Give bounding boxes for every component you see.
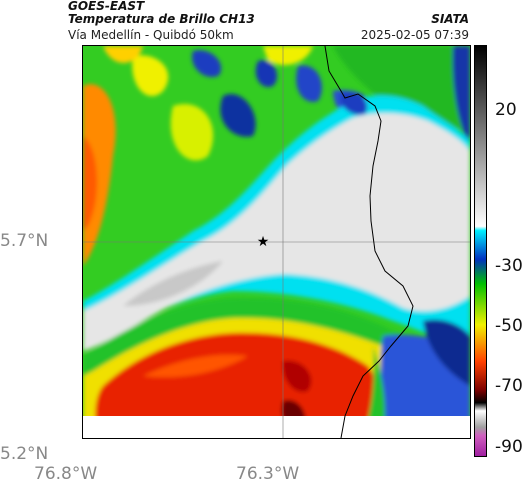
cold-pocket-4 [296,65,322,102]
cold-pocket-2 [220,94,256,137]
north-yellow-1 [132,55,169,97]
product-title: Temperatura de Brillo CH13 [68,12,255,26]
lon-tick-label: 76.8°W [34,464,98,484]
ne-blue-edge [452,46,470,146]
colorbar-tick-label: -50 [495,316,523,336]
ne-green [333,46,470,131]
colorbar-tick-label: -90 [495,437,523,457]
colorbar-tick-label: -30 [495,256,523,276]
lon-tick-label: 76.3°W [236,464,300,484]
cold-pocket-3 [255,60,278,87]
grey-shade [123,261,223,306]
ne-cold-pocket [340,92,368,115]
north-yellow-2 [170,104,214,161]
satellite-title: GOES-EAST [68,0,145,13]
temperature-colorbar [474,45,487,457]
no-data-strip [83,416,470,438]
nw-hot-core [83,136,98,231]
north-orange [103,46,143,63]
se-green-strip [363,346,385,438]
timestamp-label: 2025-02-05 07:39 [360,28,469,42]
lat-tick-label: 5.2°N [0,444,49,464]
south-orange-streak [143,354,248,378]
colorbar-tick-label: -70 [495,376,523,396]
cold-pocket-1 [192,50,222,77]
dark-red-spot-1 [282,360,312,392]
brightness-temperature-map[interactable]: ★ [82,45,471,439]
colorbar-gradient [475,46,486,456]
agency-label: SIATA [431,12,469,26]
north-yellow-3 [263,46,313,66]
border-line [324,46,414,438]
nw-warm-region [83,84,116,266]
colorbar-tick-label: 20 [495,100,517,120]
location-subtitle: Vía Medellín - Quibdó 50km [68,28,234,42]
south-red-core [95,332,380,438]
se-dark-blue [423,319,470,386]
lat-tick-label: 5.7°N [0,231,49,251]
map-canvas: ★ [83,46,470,438]
star-marker-icon: ★ [257,234,270,250]
